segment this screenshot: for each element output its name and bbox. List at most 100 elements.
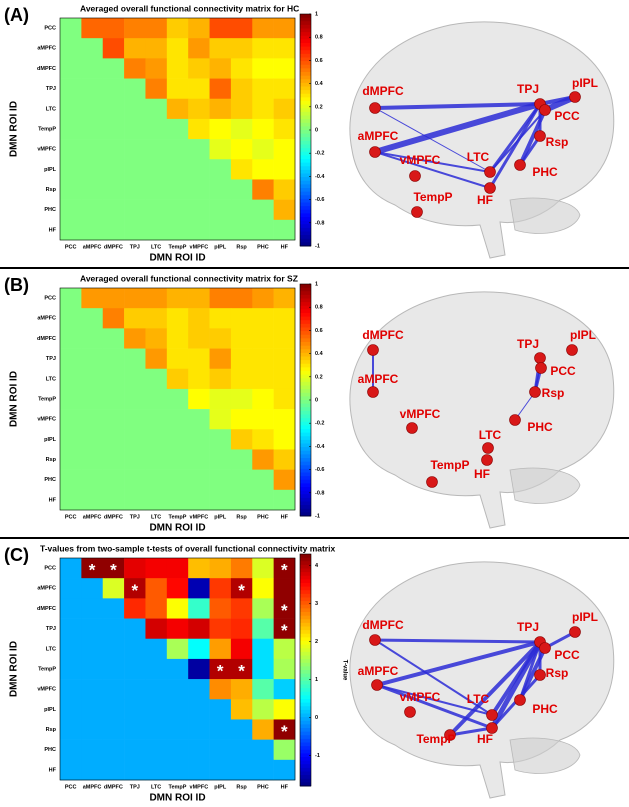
colorbar-segment <box>300 352 311 357</box>
plot-frame <box>59 557 296 781</box>
colorbar-segment <box>300 385 311 390</box>
colorbar-segment <box>300 206 311 211</box>
y-tick-label: TPJ <box>46 86 56 92</box>
colorbar-segment <box>300 356 311 361</box>
node-label: PHC <box>532 702 558 716</box>
heatmap-cell <box>209 159 232 180</box>
heatmap-cell <box>252 658 274 680</box>
heatmap-cell <box>209 38 232 59</box>
heatmap-cell <box>60 159 82 180</box>
colorbar-segment <box>300 227 311 232</box>
colorbar-tick-label: 1 <box>315 11 318 17</box>
network-edge <box>488 103 542 189</box>
heatmap-cell <box>145 78 168 100</box>
heatmap-cell <box>273 489 296 511</box>
heatmap-cell <box>102 679 125 700</box>
heatmap-cell <box>60 449 82 470</box>
heatmap-cell <box>102 98 125 120</box>
heatmap-cell <box>145 489 168 511</box>
colorbar-segment <box>300 410 311 415</box>
heatmap-cell <box>252 348 274 370</box>
heatmap-cell <box>188 348 210 370</box>
heatmap-cell <box>60 199 82 221</box>
colorbar-tick-label: 3 <box>315 601 318 607</box>
plot-frame <box>59 17 296 241</box>
colorbar-segment <box>300 320 311 325</box>
heatmap-cell <box>166 328 189 349</box>
heatmap-cell <box>273 598 296 619</box>
colorbar-segment <box>300 659 311 664</box>
heatmap-cell <box>102 179 125 200</box>
heatmap-cell <box>124 179 146 200</box>
heatmap-cell <box>166 759 189 781</box>
colorbar-segment <box>300 633 311 638</box>
heatmap-cell <box>81 98 104 120</box>
colorbar-segment <box>300 680 311 685</box>
heatmap-cell <box>166 219 189 241</box>
heatmap-cell <box>230 179 253 200</box>
colorbar-segment <box>300 637 311 642</box>
colorbar-tick-label: 0.8 <box>315 35 323 41</box>
node-label: TempP <box>416 732 455 746</box>
colorbar-tick-label: -0.8 <box>315 220 324 226</box>
heatmap-cell <box>209 449 232 470</box>
colorbar-segment <box>300 162 311 167</box>
heatmap-cell <box>145 18 168 39</box>
heatmap-cell <box>124 699 146 720</box>
heatmap-cell <box>60 38 82 59</box>
heatmap-cell <box>145 348 168 370</box>
colorbar-segment <box>300 738 311 743</box>
colorbar-segment <box>300 702 311 707</box>
colorbar-tick-label: 0.6 <box>315 328 323 334</box>
heatmap-cell <box>60 558 82 579</box>
network-node <box>486 709 498 721</box>
heatmap-cell <box>124 469 146 491</box>
heatmap-cell <box>209 18 232 39</box>
node-label: aMPFC <box>358 129 399 143</box>
colorbar-segment <box>300 86 311 91</box>
heatmap-cell <box>166 699 189 720</box>
colorbar-tick-label: 0.4 <box>315 81 324 87</box>
colorbar-segment <box>300 21 311 26</box>
colorbar-segment <box>300 191 311 196</box>
colorbar-segment <box>300 699 311 704</box>
y-tick-label: PHC <box>44 477 56 483</box>
node-label: TPJ <box>517 82 539 96</box>
colorbar-segment <box>300 180 311 185</box>
colorbar-segment <box>300 655 311 660</box>
colorbar-tick-label: 1 <box>315 677 318 683</box>
colorbar-segment <box>300 371 311 376</box>
heatmap-cell <box>145 118 168 140</box>
heatmap-cell <box>209 638 232 660</box>
colorbar-segment <box>300 735 311 740</box>
y-axis-label: DMN ROI ID <box>9 101 20 157</box>
network-node <box>569 91 581 103</box>
colorbar-tick-label: -0.8 <box>315 490 324 496</box>
colorbar-segment <box>300 392 311 397</box>
heatmap-cell <box>81 489 104 511</box>
x-tick-label: aMPFC <box>83 244 102 250</box>
node-label: dMPFC <box>362 618 404 632</box>
x-tick-label: LTC <box>151 244 161 250</box>
colorbar-segment <box>300 338 311 343</box>
y-tick-label: LTC <box>46 106 56 112</box>
colorbar-segment <box>300 666 311 671</box>
colorbar-segment <box>300 93 311 98</box>
heatmap-cell <box>145 598 168 619</box>
colorbar-segment <box>300 39 311 44</box>
network-edge <box>374 639 493 716</box>
y-tick-label: PCC <box>44 566 56 572</box>
heatmap-cell <box>124 308 146 329</box>
y-tick-label: HF <box>49 227 57 233</box>
significance-marker: * <box>89 561 96 580</box>
heatmap-cell <box>60 368 82 390</box>
heatmap-cell <box>145 388 168 410</box>
heatmap-cell <box>81 679 104 700</box>
y-axis-label: DMN ROI ID <box>9 641 20 697</box>
heatmap-cell <box>145 679 168 700</box>
heatmap-cell <box>188 658 210 680</box>
colorbar-segment <box>300 130 311 135</box>
node-label: PCC <box>554 109 580 123</box>
heatmap-cell <box>124 288 146 309</box>
colorbar-segment <box>300 450 311 455</box>
